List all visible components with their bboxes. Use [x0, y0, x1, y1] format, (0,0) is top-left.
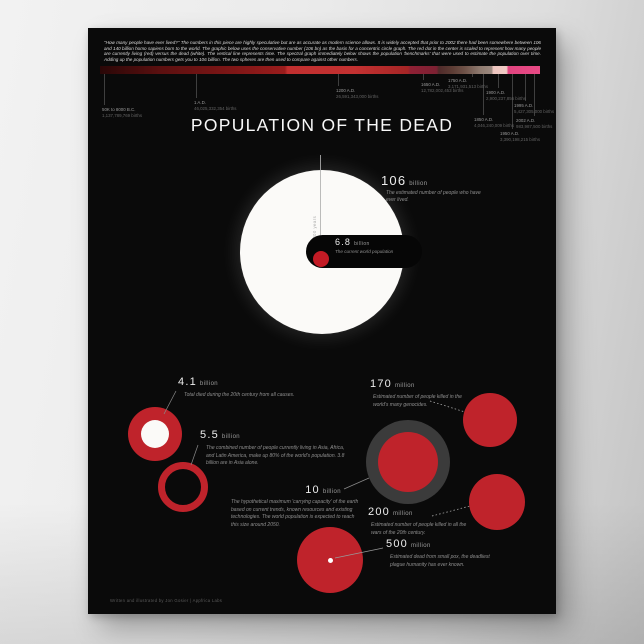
stat-ever-lived: 106 billion The estimated number of peopl… [381, 174, 490, 205]
benchmark-births: 46,025,332,354 births [194, 105, 237, 111]
benchmark-births: 12,782,002,453 births [421, 87, 464, 93]
leader-line-asia [190, 444, 199, 466]
stat-desc: The estimated number of people who have … [386, 189, 481, 204]
benchmark-births: 2,900,237,856 births [486, 95, 527, 101]
benchmark-tick [423, 74, 424, 80]
benchmark-tick [483, 74, 484, 115]
benchmark-era: 1995 A.D. [514, 103, 534, 108]
stat-wars: 200 million Estimated number of people ki… [368, 507, 473, 537]
timeline-line [320, 155, 321, 259]
credit-line: Written and illustrated by Jon Gosier | … [110, 598, 223, 603]
benchmark-era: 1650 A.D. [421, 82, 441, 87]
benchmark-label: 1850 A.D. 4,046,240,009 births [474, 117, 514, 129]
benchmark-era: 1850 A.D. [474, 117, 494, 122]
stat-desc: Total died during the 20th century from … [184, 392, 295, 398]
stat-current-population: 6.8 billion The current world population [335, 238, 393, 255]
benchmark-births: 5,427,305,000 births [514, 108, 555, 114]
benchmark-label: 1 A.D. 46,025,332,354 births [194, 100, 236, 112]
stat-unit: million [394, 383, 415, 389]
stat-genocides: 170 million Estimated number of people ki… [370, 379, 470, 409]
stat-value: 500 [386, 538, 408, 550]
ring-asia-africa-latam [158, 462, 208, 512]
stat-unit: million [392, 511, 413, 517]
living-population-dot [313, 251, 329, 267]
circle-smallpox [297, 527, 363, 593]
benchmark-era: 50K to 8000 B.C. [102, 107, 136, 112]
benchmark-label: 2002 A.D. 983,987,500 births [516, 118, 552, 130]
circle-died-20th-inner [141, 420, 169, 448]
benchmark-tick [104, 74, 105, 105]
stat-unit: billion [221, 434, 241, 440]
benchmark-births: 3,171,931,513 births [448, 83, 489, 89]
benchmark-tick [512, 74, 513, 129]
benchmark-label: 1900 A.D. 2,900,237,856 births [486, 90, 526, 102]
stat-value: 5.5 [200, 429, 219, 441]
benchmark-tick [472, 74, 473, 77]
poster: "How many people have ever lived?" The n… [88, 28, 556, 614]
smallpox-center-dot [327, 557, 333, 563]
benchmark-births: 4,046,240,009 births [474, 122, 515, 128]
benchmark-births: 3,390,198,215 births [500, 136, 541, 142]
benchmark-era: 1200 A.D. [336, 88, 356, 93]
stat-desc: Estimated number of people killed in the… [373, 394, 462, 408]
benchmark-births: 983,987,500 births [516, 123, 553, 129]
benchmark-births: 26,591,343,000 births [336, 93, 379, 99]
intro-paragraph: "How many people have ever lived?" The n… [104, 40, 541, 62]
stat-smallpox: 500 million Estimated dead from small pox… [386, 539, 498, 569]
circle-wars [469, 474, 525, 530]
stat-unit: billion [354, 241, 370, 247]
stat-unit: million [410, 543, 431, 549]
stat-unit: billion [409, 181, 428, 187]
benchmark-tick [196, 74, 197, 98]
stat-desc: The hypothetical maximum 'carrying capac… [231, 499, 359, 528]
circle-genocides [463, 393, 517, 447]
stat-value: 200 [368, 506, 390, 518]
stat-value-row: 10 billion [231, 485, 341, 496]
stat-unit: billion [199, 381, 219, 387]
benchmark-tick [498, 74, 499, 88]
benchmark-label: 1200 A.D. 26,591,343,000 births [336, 88, 378, 100]
benchmark-label: 50K to 8000 B.C. 1,137,789,769 births [102, 107, 142, 119]
stat-died-20th: 4.1 billion Total died during the 20th ce… [178, 377, 354, 400]
circle-current-vs-capacity [378, 432, 438, 492]
stat-carrying-capacity: 10 billion The hypothetical maximum 'carr… [231, 485, 379, 529]
benchmark-label: 1750 A.D. 3,171,931,513 births [448, 78, 488, 90]
stat-desc: Estimated number of people killed in all… [371, 522, 467, 536]
stat-value-row: 200 million [368, 507, 473, 518]
circle-carrying-capacity [366, 420, 450, 504]
benchmark-label: 1995 A.D. 5,427,305,000 births [514, 103, 554, 115]
stat-value-row: 170 million [370, 379, 470, 390]
benchmark-tick [338, 74, 339, 86]
stat-unit: billion [322, 489, 341, 495]
benchmark-tick [534, 74, 535, 116]
benchmark-era: 2002 A.D. [516, 118, 536, 123]
benchmark-era: 1950 A.D. [500, 131, 520, 136]
stat-value-row: 6.8 billion [335, 238, 393, 247]
spectral-bar [100, 66, 540, 74]
benchmark-tick [525, 74, 526, 101]
stat-asia-africa-latam: 5.5 billion The combined number of people… [200, 430, 354, 468]
stat-value: 6.8 [335, 237, 352, 247]
stat-value: 106 [381, 173, 407, 188]
stat-value-row: 500 million [386, 539, 498, 550]
benchmark-label: 1950 A.D. 3,390,198,215 births [500, 131, 540, 143]
benchmark-label: 1650 A.D. 12,782,002,453 births [421, 82, 463, 94]
stat-value-row: 106 billion [381, 174, 490, 187]
stat-desc: The current world population [335, 248, 394, 254]
stat-value-row: 4.1 billion [178, 377, 354, 388]
benchmark-era: 1900 A.D. [486, 90, 506, 95]
benchmark-births: 1,137,789,769 births [102, 112, 143, 118]
circle-died-20th-century [128, 407, 182, 461]
stat-value: 4.1 [178, 376, 197, 388]
poster-title: POPULATION OF THE DEAD [190, 115, 454, 135]
stat-desc: The combined number of people currently … [206, 445, 345, 466]
stat-value: 10 [305, 484, 320, 496]
stat-value: 170 [370, 378, 392, 390]
benchmark-era: 1750 A.D. [448, 78, 468, 83]
benchmark-era: 1 A.D. [194, 100, 206, 105]
stat-desc: Estimated dead from small pox, the deadl… [390, 554, 490, 568]
stat-value-row: 5.5 billion [200, 430, 354, 441]
